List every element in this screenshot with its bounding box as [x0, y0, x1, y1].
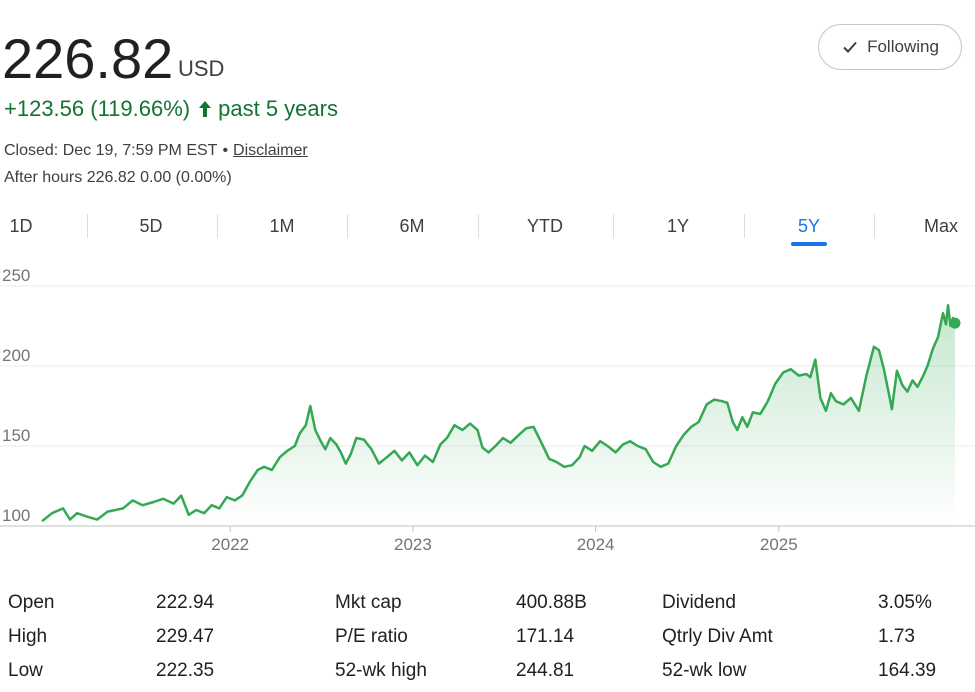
stats-row: Open 222.94 Mkt cap 400.88B Dividend 3.0… [0, 586, 975, 620]
stat-value-52wk-high: 244.81 [516, 660, 575, 681]
stat-label-low: Low [8, 660, 43, 681]
tab-5d[interactable]: 5D [139, 215, 163, 236]
stat-value-open: 222.94 [156, 592, 215, 613]
after-hours: After hours 226.82 0.00 (0.00%) [4, 169, 232, 186]
change-period: past 5 years [218, 96, 338, 121]
y-tick-label: 150 [2, 426, 30, 445]
tab-1d[interactable]: 1D [9, 215, 33, 236]
price-area-fill [42, 305, 955, 526]
tab-5y[interactable]: 5Y [797, 215, 821, 236]
following-button[interactable]: Following [818, 24, 962, 70]
tab-divider [478, 214, 479, 238]
tab-divider [347, 214, 348, 238]
closed-label: Closed: Dec 19, 7:59 PM EST [4, 142, 218, 159]
disclaimer-link[interactable]: Disclaimer [233, 142, 308, 159]
stat-label-qtrly-div-amt: Qtrly Div Amt [662, 626, 773, 647]
tab-divider [217, 214, 218, 238]
stat-value-mkt-cap: 400.88B [516, 592, 587, 613]
change-value: +123.56 (119.66%) [4, 96, 191, 121]
check-icon [841, 38, 859, 56]
current-price: 226.82 [2, 27, 174, 90]
x-tick-label: 2022 [211, 535, 249, 554]
tab-max[interactable]: Max [923, 215, 958, 236]
stat-value-dividend: 3.05% [878, 592, 932, 613]
stat-label-open: Open [8, 592, 55, 613]
tab-divider [874, 214, 875, 238]
stat-value-low: 222.35 [156, 660, 215, 681]
active-tab-indicator [791, 242, 827, 246]
following-button-label: Following [867, 37, 939, 56]
stat-label-high: High [8, 626, 48, 647]
stat-value-pe-ratio: 171.14 [516, 626, 575, 647]
stat-label-52wk-high: 52-wk high [335, 660, 427, 681]
tab-ytd[interactable]: YTD [527, 215, 563, 236]
tab-1y[interactable]: 1Y [666, 215, 690, 236]
stat-label-pe-ratio: P/E ratio [335, 626, 408, 647]
stat-value-52wk-low: 164.39 [878, 660, 937, 681]
y-tick-label: 200 [2, 346, 30, 365]
tab-divider [744, 214, 745, 238]
y-tick-label: 250 [2, 266, 30, 285]
stat-label-dividend: Dividend [662, 592, 736, 613]
x-tick-label: 2023 [394, 535, 432, 554]
separator: • [222, 142, 229, 159]
x-tick-label: 2024 [577, 535, 615, 554]
price-line [41, 303, 957, 523]
tab-1m[interactable]: 1M [269, 215, 295, 236]
stat-value-high: 229.47 [156, 626, 215, 647]
stat-value-qtrly-div-amt: 1.73 [878, 626, 915, 647]
tab-divider [87, 214, 88, 238]
tab-divider [613, 214, 614, 238]
market-status: Closed: Dec 19, 7:59 PM EST • Disclaimer [4, 142, 308, 160]
stats-row: High 229.47 P/E ratio 171.14 Qtrly Div A… [0, 620, 975, 654]
y-tick-label: 100 [2, 506, 30, 525]
stat-label-52wk-low: 52-wk low [662, 660, 747, 681]
price-change: +123.56 (119.66%) past 5 years [4, 96, 338, 122]
price-chart[interactable]: 100 150 200 250 2022 2023 2024 2025 [0, 262, 975, 562]
stat-label-mkt-cap: Mkt cap [335, 592, 402, 613]
tab-6m[interactable]: 6M [399, 215, 425, 236]
arrow-up-icon [198, 100, 212, 118]
x-tick-label: 2025 [760, 535, 798, 554]
last-price-dot [949, 317, 961, 329]
stats-row: Low 222.35 52-wk high 244.81 52-wk low 1… [0, 654, 975, 688]
time-range-tabs: 1D 5D 1M 6M YTD 1Y 5Y Max [0, 206, 975, 246]
currency-label: USD [178, 56, 225, 81]
